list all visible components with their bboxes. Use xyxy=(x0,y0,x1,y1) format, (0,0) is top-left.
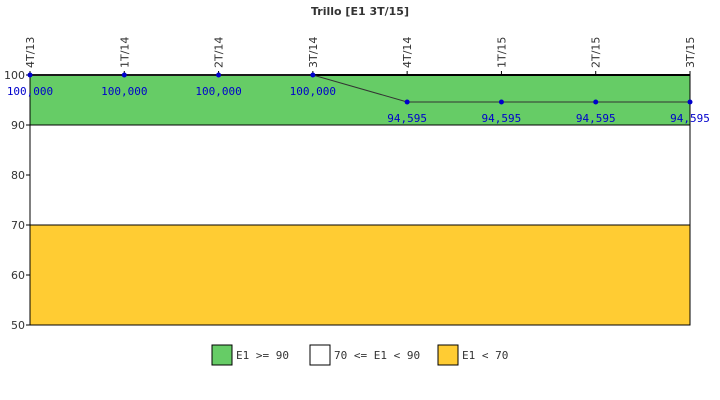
legend-swatch xyxy=(437,344,459,366)
y-tick-label: 70 xyxy=(11,219,25,232)
data-point xyxy=(593,99,599,105)
data-point xyxy=(216,72,222,78)
data-point xyxy=(27,72,33,78)
series-line xyxy=(30,74,690,103)
chart-bands xyxy=(29,74,691,326)
legend-swatch xyxy=(211,344,233,366)
x-tick-label: 4T/13 xyxy=(24,37,37,68)
legend-swatch xyxy=(309,344,331,366)
y-axis: 50 60 70 80 90 100 xyxy=(4,69,30,332)
data-point xyxy=(121,72,127,78)
chart-title: Trillo [E1 3T/15] xyxy=(311,5,409,18)
data-label: 100,000 xyxy=(101,85,147,98)
x-tick-label: 4T/14 xyxy=(401,37,414,68)
data-label: 94,595 xyxy=(387,112,427,125)
x-tick-label: 3T/15 xyxy=(684,37,697,68)
data-label: 94,595 xyxy=(670,112,710,125)
band-1 xyxy=(29,124,691,226)
data-label: 94,595 xyxy=(482,112,522,125)
legend-label: E1 >= 90 xyxy=(236,349,289,362)
y-tick-label: 90 xyxy=(11,119,25,132)
x-tick-label: 2T/14 xyxy=(213,37,226,68)
chart-series xyxy=(27,72,693,105)
legend-label: 70 <= E1 < 90 xyxy=(334,349,420,362)
data-labels: 100,000 100,000 100,000 100,000 94,595 94,595… xyxy=(7,85,710,125)
x-axis: 4T/13 1T/14 2T/14 3T/14 4T/14 1T/15 2T/15 3T/15 xyxy=(24,37,697,75)
legend: E1 >= 90 70 <= E1 < 90 E1 < 70 xyxy=(211,344,508,366)
data-label: 100,000 xyxy=(7,85,53,98)
y-tick-label: 60 xyxy=(11,269,25,282)
data-point xyxy=(310,72,316,78)
x-tick-label: 1T/15 xyxy=(495,37,508,68)
band-0 xyxy=(29,74,691,126)
data-point xyxy=(498,99,504,105)
x-tick-label: 2T/15 xyxy=(590,37,603,68)
data-label: 94,595 xyxy=(576,112,616,125)
x-tick-label: 1T/14 xyxy=(118,37,131,68)
x-tick-label: 3T/14 xyxy=(307,37,320,68)
data-point xyxy=(404,99,410,105)
data-label: 100,000 xyxy=(195,85,241,98)
y-tick-label: 50 xyxy=(11,319,25,332)
band-2 xyxy=(29,224,691,326)
y-tick-label: 80 xyxy=(11,169,25,182)
y-tick-label: 100 xyxy=(4,69,25,82)
data-label: 100,000 xyxy=(290,85,336,98)
data-point xyxy=(687,99,693,105)
legend-label: E1 < 70 xyxy=(462,349,508,362)
